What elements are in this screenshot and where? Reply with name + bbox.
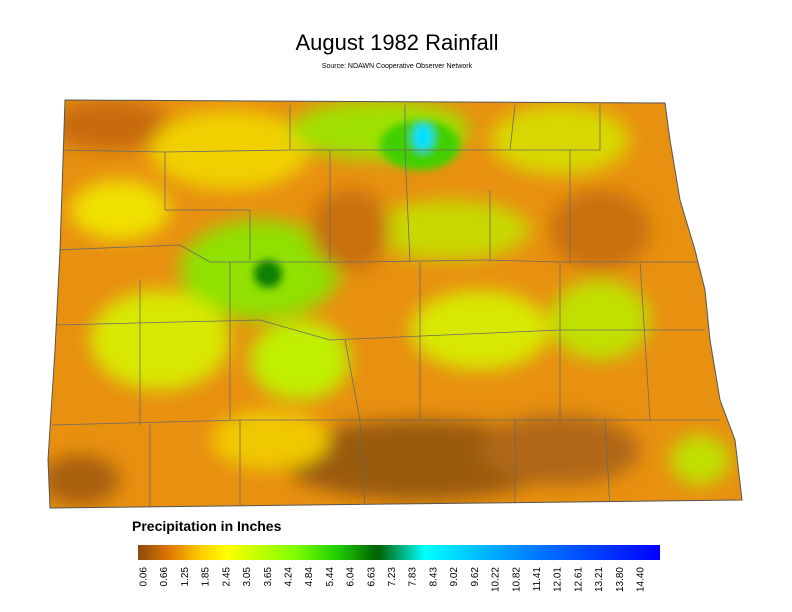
legend-tick-label: 8.43 — [428, 567, 439, 587]
legend-tick-label: 4.24 — [283, 567, 294, 587]
legend-tick-label: 3.05 — [242, 567, 253, 587]
legend-tick-label: 10.22 — [491, 567, 502, 592]
legend-tick-label: 14.40 — [636, 567, 647, 592]
legend-tick-label: 13.80 — [615, 567, 626, 592]
legend-tick-label: 4.84 — [304, 567, 315, 587]
legend-tick-label: 13.21 — [594, 567, 605, 592]
legend-tick-label: 9.02 — [449, 567, 460, 587]
color-scale — [138, 545, 660, 560]
state-border — [47, 99, 743, 509]
legend-tick-label: 1.25 — [180, 567, 191, 587]
legend-ticks: 0.06 0.66 1.25 1.85 2.45 3.05 3.65 4.24 4.84 5.44… — [139, 567, 647, 592]
title: August 1982 Rainfall — [295, 30, 498, 55]
legend-tick-label: 1.85 — [201, 567, 212, 587]
legend-tick-label: 7.83 — [408, 567, 419, 587]
rainfall-map — [48, 100, 742, 508]
legend-tick-label: 7.23 — [387, 567, 398, 587]
legend-tick-label: 5.44 — [325, 567, 336, 587]
legend-tick-label: 11.41 — [532, 567, 543, 592]
legend-tick-label: 6.63 — [366, 567, 377, 587]
legend-tick-label: 0.66 — [159, 567, 170, 587]
legend-tick-label: 12.01 — [553, 567, 564, 592]
legend-tick-label: 10.82 — [511, 567, 522, 592]
legend-tick-label: 12.61 — [573, 567, 584, 592]
source: Source: NDAWN Cooperative Observer Netwo… — [322, 63, 473, 70]
legend-tick-label: 6.04 — [346, 567, 357, 587]
legend-tick-label: 9.62 — [470, 567, 481, 587]
legend-tick-label: 3.65 — [263, 567, 274, 587]
legend-tick-label: 0.06 — [139, 567, 150, 587]
legend-title: Precipitation in Inches — [132, 518, 282, 534]
legend-tick-label: 2.45 — [221, 567, 232, 587]
